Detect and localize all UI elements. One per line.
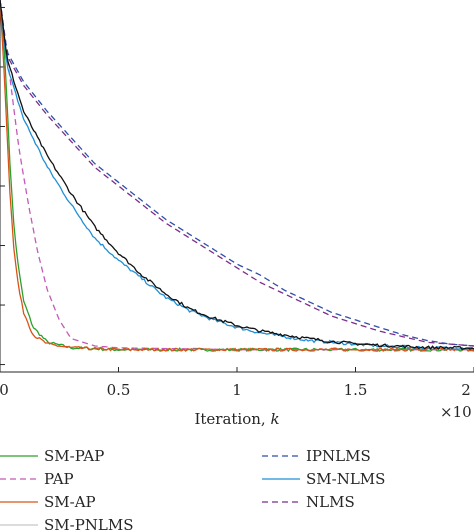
- legend-label: SM-NLMS: [306, 470, 385, 488]
- legend-item-pap: PAP: [0, 470, 74, 488]
- series-line-nlms: [0, 0, 474, 347]
- series-line-unlabeled-7: [0, 0, 474, 351]
- legend-label: NLMS: [306, 493, 355, 511]
- series-line-sm-pap: [0, 0, 474, 353]
- legend-item-sm-nlms: SM-NLMS: [262, 470, 385, 488]
- legend-item-sm-ap: SM-AP: [0, 493, 96, 511]
- series-line-sm-nlms: [0, 0, 474, 351]
- legend-item-ipnlms: IPNLMS: [262, 447, 371, 465]
- legend-item-sm-pap: SM-PAP: [0, 447, 104, 465]
- x-tick-label-3: 1.5: [344, 381, 368, 399]
- legend-label: SM-AP: [44, 493, 96, 511]
- x-tick-label-1: 0.5: [107, 381, 131, 399]
- x-axis-title: Iteration, k: [194, 410, 279, 428]
- x-ticks: 0 0.5 1 1.5 2: [0, 367, 474, 399]
- legend-label: IPNLMS: [306, 447, 371, 465]
- series-lines: [0, 0, 474, 353]
- series-line-ipnlms: [0, 0, 474, 347]
- x-tick-label-0: 0: [0, 381, 9, 399]
- legend-label: PAP: [44, 470, 74, 488]
- x-tick-label-2: 1: [232, 381, 242, 399]
- series-line-pap: [0, 0, 474, 351]
- x-tick-label-4: 2: [461, 381, 471, 399]
- plot-area: 0 0.5 1 1.5 2: [0, 0, 474, 399]
- legend-label: SM-PNLMS: [44, 516, 134, 531]
- legend-label: SM-PAP: [44, 447, 104, 465]
- x-axis-multiplier: ×10: [440, 403, 472, 421]
- y-ticks: [0, 6, 5, 366]
- series-line-sm-ap: [0, 0, 474, 353]
- legend-item-nlms: NLMS: [262, 493, 355, 511]
- legend-item-sm-pnlms: SM-PNLMS: [0, 516, 134, 531]
- legend: SM-PAP PAP SM-AP SM-PNLMS IPNLMS SM-NLMS NLMS: [0, 447, 385, 531]
